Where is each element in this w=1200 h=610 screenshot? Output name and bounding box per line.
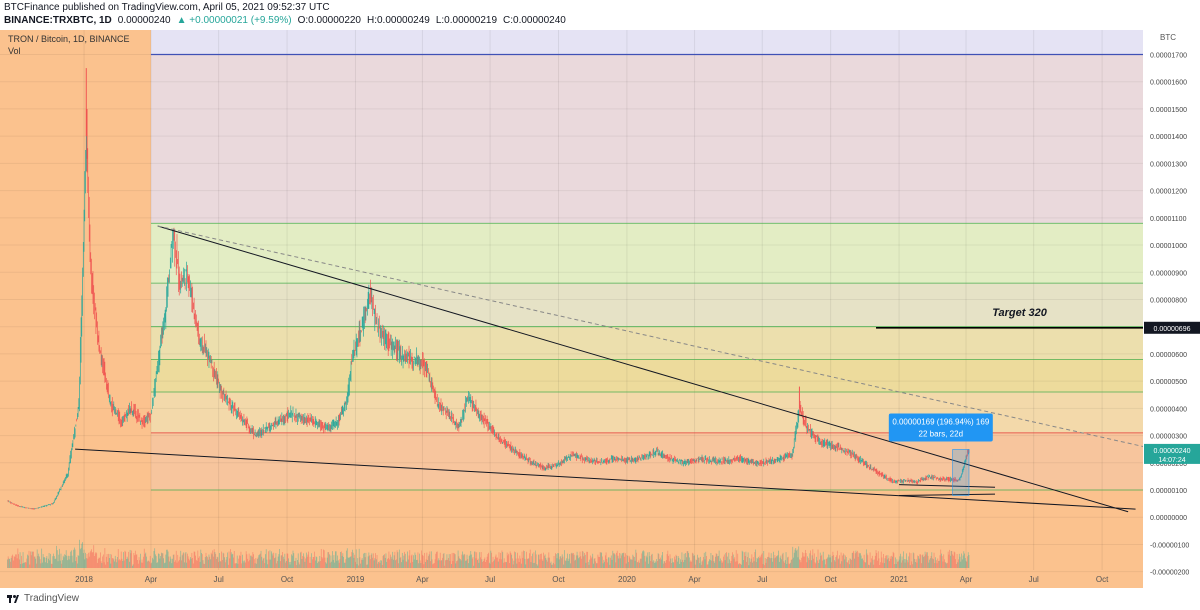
y-tick-label: 0.00001200 — [1150, 189, 1187, 196]
y-tick-label: 0.00000800 — [1150, 297, 1187, 304]
x-axis-labels: 2018 Apr Jul Oct 2019 Apr Jul Oct 2020 Apr Jul Oct 2… — [75, 575, 1109, 584]
countdown-text: 14:07:24 — [1158, 457, 1185, 464]
fib-band — [150, 223, 1143, 284]
y-tick-label: 0.00000400 — [1150, 406, 1187, 413]
trend-line — [157, 225, 1144, 447]
price-axis[interactable] — [1143, 30, 1200, 588]
measure-callout — [888, 413, 993, 442]
close-value: C:0.00000240 — [503, 15, 566, 26]
trend-line — [157, 225, 1129, 513]
y-tick-label: 0.00001400 — [1150, 134, 1187, 141]
y-tick-label: 0.00001300 — [1150, 161, 1187, 168]
x-tick-label: Jul — [214, 575, 224, 584]
price-series — [7, 68, 970, 510]
x-tick-label: 2021 — [890, 575, 908, 584]
x-tick-label: Apr — [688, 575, 701, 584]
price-change: ▲ +0.00000021 (+9.59%) — [176, 15, 292, 26]
trend-line — [75, 448, 1136, 510]
x-tick-label: Jul — [757, 575, 767, 584]
x-tick-label: Jul — [1029, 575, 1039, 584]
low-value: L:0.00000219 — [435, 15, 498, 26]
current-price-text: 0.00000240 — [1154, 448, 1191, 455]
y-tick-label: 0.00001500 — [1150, 107, 1187, 114]
currency-label: BTC — [1160, 33, 1176, 42]
y-tick-label: 0.00000000 — [1150, 515, 1187, 522]
y-axis-labels: 0.00001700 0.00001600 0.00001500 0.00001400… — [1150, 52, 1189, 576]
y-tick-label: 0.00001600 — [1150, 80, 1187, 87]
y-tick-label: -0.00000200 — [1150, 570, 1189, 577]
y-tick-label: 0.00001100 — [1150, 216, 1187, 223]
symbol-label[interactable]: BINANCE:TRXBTC, 1D — [4, 15, 112, 26]
measure-tool: 0.00000169 (196.94%) 169 22 bars, 22d — [888, 413, 993, 496]
fib-band — [150, 432, 1143, 491]
y-tick-label: 0.00001700 — [1150, 52, 1187, 59]
fib-band — [150, 54, 1143, 224]
x-tick-label: Apr — [960, 575, 973, 584]
fib-band — [150, 392, 1143, 433]
measure-text-change: 0.00000169 (196.94%) 169 — [892, 417, 990, 426]
ohlc-bar: BINANCE:TRXBTC, 1D 0.00000240 ▲ +0.0000002… — [4, 15, 572, 26]
x-tick-label: Oct — [824, 575, 837, 584]
y-tick-label: -0.00000100 — [1150, 542, 1189, 549]
trend-line — [899, 493, 996, 496]
fib-band — [150, 359, 1143, 393]
measure-text-bars: 22 bars, 22d — [919, 429, 963, 438]
x-tick-label: Jul — [485, 575, 495, 584]
open-value: O:0.00000220 — [297, 15, 361, 26]
y-tick-label: 0.00000100 — [1150, 488, 1187, 495]
fib-lines — [150, 53, 1143, 491]
trend-lines — [75, 225, 1144, 513]
x-tick-label: 2018 — [75, 575, 93, 584]
fib-band — [150, 30, 1143, 55]
trend-line — [899, 484, 996, 488]
fib-band — [150, 283, 1143, 327]
measure-box — [952, 449, 970, 496]
target-price-text: 0.00000696 — [1154, 326, 1191, 333]
price-chart[interactable]: Target 320 0.00000169 (196.94%) 169 22 ba… — [0, 30, 1200, 588]
current-price-marker — [1144, 443, 1200, 464]
y-tick-label: 0.00001000 — [1150, 243, 1187, 250]
target-label: Target 320 — [992, 307, 1048, 319]
y-tick-label: 0.00000600 — [1150, 352, 1187, 359]
y-tick-label: 0.00000200 — [1150, 461, 1187, 468]
volume-bars — [7, 539, 970, 568]
fib-bands — [150, 30, 1143, 588]
y-tick-label: 0.00000300 — [1150, 434, 1187, 441]
last-price: 0.00000240 — [117, 15, 171, 26]
x-tick-label: 2019 — [347, 575, 365, 584]
target-price-marker — [1144, 321, 1200, 334]
target-annotation: Target 320 — [876, 307, 1143, 329]
x-tick-label: Apr — [145, 575, 158, 584]
y-tick-label: 0.00000900 — [1150, 270, 1187, 277]
x-tick-label: Oct — [1096, 575, 1109, 584]
price-axis-markers: 0.00000696 0.00000240 14:07:24 — [1144, 321, 1200, 464]
y-tick-label: 0.00000500 — [1150, 379, 1187, 386]
vol-label: Vol — [8, 46, 21, 56]
tradingview-brand[interactable]: TradingView — [24, 593, 80, 604]
x-tick-label: Oct — [281, 575, 294, 584]
tradingview-logo-icon — [7, 595, 19, 603]
chart-title: TRON / Bitcoin, 1D, BINANCE — [8, 34, 130, 44]
publish-info: BTCFinance published on TradingView.com,… — [4, 2, 330, 13]
x-tick-label: Oct — [552, 575, 565, 584]
footer: TradingView — [0, 588, 1200, 610]
x-tick-label: 2020 — [618, 575, 636, 584]
fib-band — [150, 490, 1143, 588]
high-value: H:0.00000249 — [367, 15, 430, 26]
chart-header: BTCFinance published on TradingView.com,… — [0, 0, 1200, 30]
x-tick-label: Apr — [416, 575, 429, 584]
fib-band — [150, 326, 1143, 360]
